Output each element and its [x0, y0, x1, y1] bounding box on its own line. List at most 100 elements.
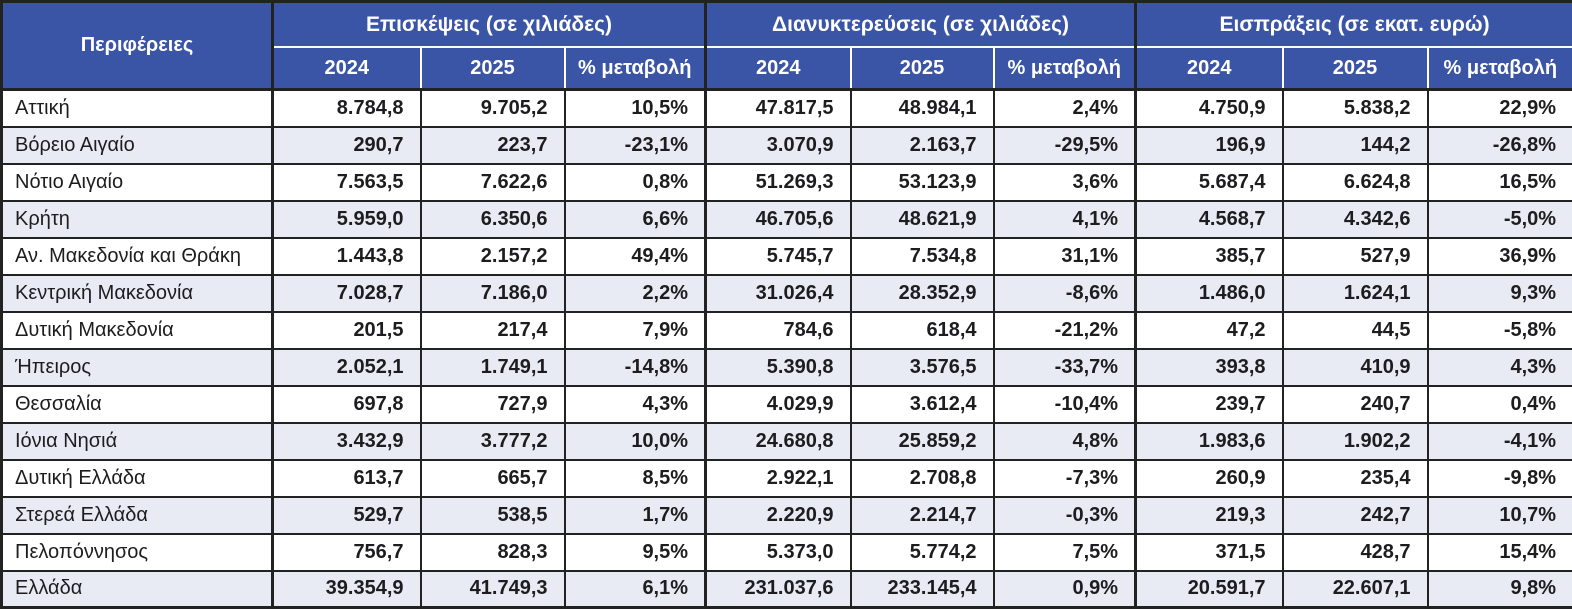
value-cell: 3.612,4	[851, 386, 994, 423]
region-cell: Δυτική Μακεδονία	[2, 312, 273, 349]
value-cell: 290,7	[273, 127, 421, 164]
column-header-stays-2024: 2024	[706, 47, 851, 90]
column-header-visits-change: % μεταβολή	[565, 47, 706, 90]
column-header-receipts-2024: 2024	[1136, 47, 1283, 90]
value-cell: 5.390,8	[706, 349, 851, 386]
value-cell: 41.749,3	[421, 571, 565, 608]
column-header-visits-2024: 2024	[273, 47, 421, 90]
value-cell: 5.687,4	[1136, 164, 1283, 201]
value-cell: 756,7	[273, 534, 421, 571]
value-cell: 1.983,6	[1136, 423, 1283, 460]
value-cell: 231.037,6	[706, 571, 851, 608]
value-cell: -10,4%	[994, 386, 1136, 423]
value-cell: 4.029,9	[706, 386, 851, 423]
value-cell: 10,0%	[565, 423, 706, 460]
value-cell: 3,6%	[994, 164, 1136, 201]
value-cell: 5.959,0	[273, 201, 421, 238]
value-cell: 10,5%	[565, 90, 706, 127]
region-cell: Νότιο Αιγαίο	[2, 164, 273, 201]
value-cell: 4.568,7	[1136, 201, 1283, 238]
value-cell: 20.591,7	[1136, 571, 1283, 608]
value-cell: 7.622,6	[421, 164, 565, 201]
region-cell: Στερεά Ελλάδα	[2, 497, 273, 534]
value-cell: 665,7	[421, 460, 565, 497]
column-header-stays-2025: 2025	[851, 47, 994, 90]
value-cell: 2.052,1	[273, 349, 421, 386]
value-cell: 9.705,2	[421, 90, 565, 127]
value-cell: 5.838,2	[1283, 90, 1428, 127]
value-cell: 22,9%	[1428, 90, 1572, 127]
group-header-receipts: Εισπράξεις (σε εκατ. ευρώ)	[1136, 2, 1572, 48]
value-cell: -9,8%	[1428, 460, 1572, 497]
region-cell: Αν. Μακεδονία και Θράκη	[2, 238, 273, 275]
value-cell: 6,6%	[565, 201, 706, 238]
value-cell: 5.745,7	[706, 238, 851, 275]
value-cell: 3.432,9	[273, 423, 421, 460]
value-cell: 6.624,8	[1283, 164, 1428, 201]
value-cell: 371,5	[1136, 534, 1283, 571]
value-cell: 7.563,5	[273, 164, 421, 201]
value-cell: 242,7	[1283, 497, 1428, 534]
column-header-stays-change: % μεταβολή	[994, 47, 1136, 90]
value-cell: 233.145,4	[851, 571, 994, 608]
value-cell: 385,7	[1136, 238, 1283, 275]
value-cell: 260,9	[1136, 460, 1283, 497]
value-cell: 428,7	[1283, 534, 1428, 571]
value-cell: -23,1%	[565, 127, 706, 164]
value-cell: 235,4	[1283, 460, 1428, 497]
value-cell: 201,5	[273, 312, 421, 349]
column-header-visits-2025: 2025	[421, 47, 565, 90]
value-cell: 527,9	[1283, 238, 1428, 275]
value-cell: -0,3%	[994, 497, 1136, 534]
value-cell: 0,4%	[1428, 386, 1572, 423]
value-cell: 784,6	[706, 312, 851, 349]
value-cell: 828,3	[421, 534, 565, 571]
value-cell: 529,7	[273, 497, 421, 534]
region-cell: Αττική	[2, 90, 273, 127]
value-cell: 44,5	[1283, 312, 1428, 349]
value-cell: -14,8%	[565, 349, 706, 386]
value-cell: -29,5%	[994, 127, 1136, 164]
value-cell: 28.352,9	[851, 275, 994, 312]
region-cell: Ήπειρος	[2, 349, 273, 386]
value-cell: 46.705,6	[706, 201, 851, 238]
value-cell: 49,4%	[565, 238, 706, 275]
value-cell: 7,9%	[565, 312, 706, 349]
value-cell: 10,7%	[1428, 497, 1572, 534]
value-cell: 4,1%	[994, 201, 1136, 238]
value-cell: 219,3	[1136, 497, 1283, 534]
value-cell: 6.350,6	[421, 201, 565, 238]
value-cell: 4,3%	[1428, 349, 1572, 386]
value-cell: 144,2	[1283, 127, 1428, 164]
value-cell: 39.354,9	[273, 571, 421, 608]
column-header-receipts-change: % μεταβολή	[1428, 47, 1572, 90]
value-cell: 618,4	[851, 312, 994, 349]
value-cell: 5.774,2	[851, 534, 994, 571]
value-cell: -26,8%	[1428, 127, 1572, 164]
value-cell: 2,4%	[994, 90, 1136, 127]
value-cell: 223,7	[421, 127, 565, 164]
value-cell: 36,9%	[1428, 238, 1572, 275]
value-cell: 48.984,1	[851, 90, 994, 127]
value-cell: 8,5%	[565, 460, 706, 497]
value-cell: -21,2%	[994, 312, 1136, 349]
value-cell: 217,4	[421, 312, 565, 349]
region-cell: Κεντρική Μακεδονία	[2, 275, 273, 312]
value-cell: 24.680,8	[706, 423, 851, 460]
region-cell: Κρήτη	[2, 201, 273, 238]
